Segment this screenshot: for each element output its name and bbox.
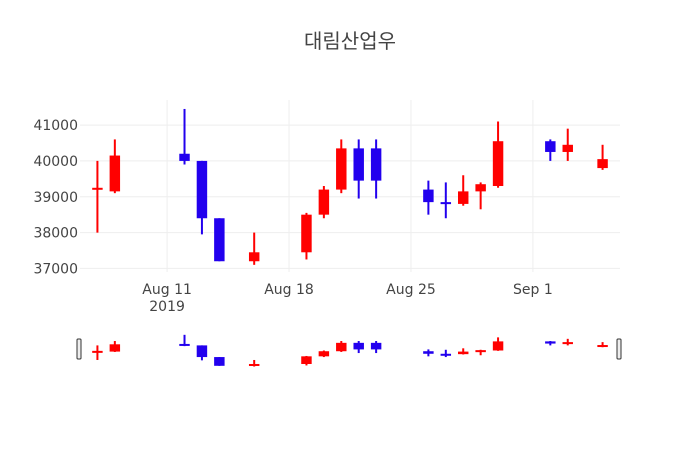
- slider-candle-body: [475, 350, 486, 353]
- candle-body: [336, 148, 347, 190]
- slider-candle-body: [109, 344, 121, 352]
- candle-body: [458, 191, 469, 204]
- slider-candle-body: [196, 345, 208, 358]
- gridlines: [80, 100, 620, 272]
- candle-body: [92, 187, 103, 190]
- candle-body: [318, 189, 330, 215]
- slider-candle-body: [545, 341, 556, 344]
- candle-body: [196, 160, 208, 219]
- candle-body: [353, 148, 364, 181]
- slider-candle-body: [179, 343, 190, 346]
- candle-body: [545, 141, 556, 152]
- slider-candle-body: [301, 356, 312, 364]
- y-axis-ticks: 37000 38000 39000 40000 41000: [33, 118, 78, 277]
- slider-candle-body: [440, 353, 452, 356]
- range-slider[interactable]: [76, 333, 622, 368]
- candle-body: [179, 153, 190, 161]
- y-tick-label: 40000: [33, 154, 78, 170]
- y-tick-label: 39000: [33, 190, 78, 206]
- chart-title: 대림산업우: [304, 29, 396, 53]
- candle-body: [475, 184, 486, 192]
- slider-candle-body: [370, 342, 382, 350]
- slider-candle-body: [318, 351, 330, 357]
- slider-candle-body: [92, 350, 103, 353]
- slider-candle-body: [492, 341, 504, 351]
- candles: [92, 108, 608, 265]
- x-tick-label: Sep 1: [513, 282, 553, 298]
- candle-body: [248, 252, 260, 262]
- candle-body: [562, 144, 573, 152]
- slider-candle-body: [458, 351, 469, 355]
- x-tick-sublabel: 2019: [149, 299, 185, 315]
- slider-candle-body: [597, 345, 608, 348]
- x-tick-label: Aug 11: [142, 282, 192, 298]
- slider-candle-body: [562, 342, 573, 345]
- slider-candle-body: [423, 351, 434, 354]
- slider-candle-body: [353, 342, 364, 350]
- candle-body: [423, 189, 434, 203]
- candle-body: [492, 141, 504, 186]
- y-tick-label: 38000: [33, 226, 78, 242]
- range-slider-right-handle[interactable]: [616, 338, 622, 360]
- candle-body: [214, 218, 225, 262]
- slider-candle-body: [248, 363, 260, 366]
- candle-body: [370, 148, 382, 181]
- slider-candle-body: [336, 342, 347, 352]
- x-tick-label: Aug 25: [386, 282, 436, 298]
- candle-body: [440, 202, 452, 205]
- candle-body: [109, 155, 121, 192]
- y-tick-label: 37000: [33, 261, 78, 277]
- candle-body: [301, 214, 312, 253]
- range-slider-left-handle[interactable]: [76, 338, 82, 360]
- candle-body: [597, 159, 608, 169]
- x-tick-label: Aug 18: [264, 282, 314, 298]
- y-tick-label: 41000: [33, 118, 78, 134]
- range-slider-track[interactable]: [80, 333, 620, 368]
- slider-candle-body: [214, 357, 225, 366]
